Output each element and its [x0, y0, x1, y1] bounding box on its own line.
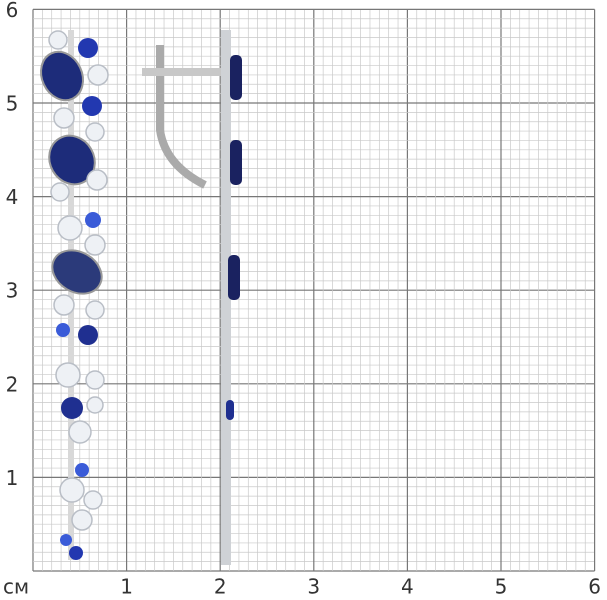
sapphire [226, 400, 234, 420]
unit-label: см [3, 575, 29, 599]
earring-front [40, 30, 109, 560]
sapphire [230, 140, 242, 185]
earring-chain [68, 30, 74, 560]
hook [156, 45, 207, 189]
x-label: 6 [588, 575, 601, 599]
x-label: 1 [120, 575, 133, 599]
y-label: 4 [6, 185, 19, 209]
hook-pin [142, 68, 222, 76]
sapphire [51, 249, 103, 295]
y-label: 3 [6, 279, 19, 303]
sapphire [40, 50, 84, 102]
earring-side [142, 30, 242, 565]
sapphire [228, 255, 240, 300]
sapphire [56, 323, 70, 337]
y-label: 6 [6, 0, 19, 22]
scale-labels: см 1 2 3 4 5 6 1 2 3 4 5 6 [3, 0, 601, 599]
y-label: 1 [6, 466, 19, 490]
x-label: 2 [214, 575, 227, 599]
sapphire [48, 134, 96, 186]
x-label: 4 [401, 575, 414, 599]
grid [32, 8, 596, 572]
sapphire [75, 463, 89, 477]
sapphire [230, 55, 242, 100]
earring-profile [221, 30, 231, 565]
diamonds [48, 30, 109, 531]
sapphire [60, 534, 72, 546]
sapphire [82, 96, 102, 116]
x-label: 5 [495, 575, 508, 599]
sapphire [61, 397, 83, 419]
x-label: 3 [307, 575, 320, 599]
sapphire [85, 212, 101, 228]
y-label: 2 [6, 372, 19, 396]
sapphire [69, 546, 83, 560]
sapphire [78, 38, 98, 58]
y-label: 5 [6, 92, 19, 116]
sapphire [78, 325, 98, 345]
